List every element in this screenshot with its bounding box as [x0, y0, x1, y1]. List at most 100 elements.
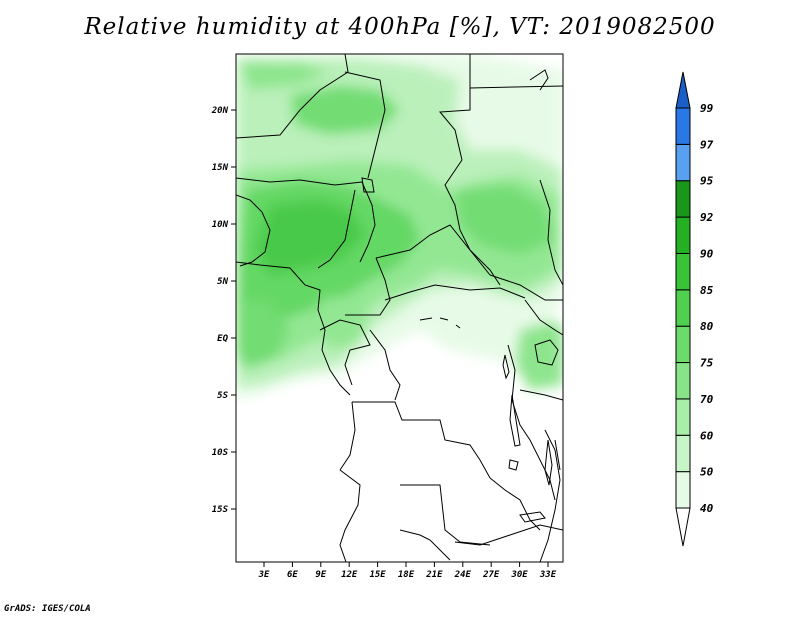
colorbar-label: 60	[700, 429, 714, 442]
lon-tick-label: 12E	[341, 570, 358, 580]
border-egypt-sudan	[469, 85, 563, 89]
map-title: Relative humidity at 400hPa [%], VT: 201…	[84, 14, 716, 40]
border-chad-sudan	[444, 159, 491, 276]
border-zambia-drc	[489, 477, 541, 531]
lon-tick-label: 18E	[398, 570, 415, 580]
border-namibia-botswana	[399, 529, 451, 561]
lake-kivu	[502, 354, 510, 380]
border-libya-niger-chad	[236, 54, 349, 139]
border-angola-namibia	[339, 469, 361, 562]
colorbar-lower-arrow	[675, 507, 691, 547]
lon-tick-label: 15E	[369, 570, 386, 580]
border-car-cameroon	[345, 257, 391, 316]
lake-kariba	[519, 511, 546, 523]
border-gabon-congo	[319, 319, 371, 386]
border-south-sudan	[489, 274, 563, 301]
colorbar-label: 70	[700, 393, 714, 406]
lat-tick-label: 5N	[217, 277, 228, 287]
border-east-lakes	[507, 344, 556, 501]
border-sudan-ethiopia	[539, 179, 563, 286]
map-frame	[235, 53, 564, 563]
coast-gulf-of-guinea	[236, 261, 351, 396]
sinai-coast	[529, 69, 549, 91]
humidity-contour-85	[255, 200, 365, 275]
lake-malawi	[544, 439, 553, 486]
colorbar-swatch	[675, 398, 691, 436]
border-west-africa	[236, 194, 271, 267]
border-algeria-libya	[344, 71, 386, 179]
lakes	[361, 69, 559, 523]
colorbar-swatch	[675, 180, 691, 218]
colorbar-label: 92	[700, 211, 714, 224]
lat-tick-label: EQ	[217, 334, 228, 344]
humidity-contour-70-northwest	[240, 60, 330, 90]
lon-tick-label: 30E	[510, 570, 528, 580]
humidity-contour-85-east	[455, 185, 555, 255]
lat-tick-label: 20N	[211, 106, 229, 116]
colorbar-label: 95	[700, 175, 714, 188]
credit-text: GrADS: IGES/COLA	[4, 604, 91, 614]
colorbar-swatch	[675, 143, 691, 182]
lat-tick-label: 15N	[212, 163, 229, 173]
border-libya-egypt	[438, 54, 471, 161]
longitude-axis: 3E 6E 9E 12E 15E 18E 21E 24E 27E 30E 33E	[258, 562, 557, 580]
humidity-contour-70-east	[515, 320, 563, 390]
border-car-sudan	[375, 224, 501, 286]
border-mozambique-malawi	[554, 439, 561, 471]
lon-tick-label: 27E	[482, 570, 500, 580]
lon-tick-label: 33E	[539, 570, 557, 580]
colorbar-swatch	[675, 289, 691, 327]
lon-tick-label: 21E	[425, 570, 443, 580]
border-car-drc	[384, 284, 526, 301]
humidity-contour-60-gabon	[236, 300, 290, 370]
lat-tick-label: 5S	[217, 391, 228, 401]
colorbar-swatch	[675, 362, 691, 400]
colorbar-label: 97	[700, 138, 714, 151]
border-nigeria-cameroon	[317, 189, 356, 269]
border-tanzania	[519, 389, 563, 401]
border-angola-zambia	[400, 484, 491, 546]
border-uganda-kenya	[524, 299, 563, 336]
border-niger-nigeria	[236, 177, 363, 186]
humidity-field	[236, 54, 563, 400]
lat-tick-label: 15S	[212, 505, 229, 515]
border-congo-drc	[369, 329, 401, 401]
colorbar-label: 99	[700, 102, 714, 115]
colorbar: 40 50 60 70 75 80 85 90 92 95 97 99	[675, 71, 714, 547]
lon-tick-label: 3E	[258, 570, 270, 580]
lon-tick-label: 6E	[287, 570, 298, 580]
colorbar-swatch	[675, 216, 691, 254]
colorbar-swatch	[675, 434, 691, 473]
lat-tick-label: 10N	[212, 220, 229, 230]
colorbar-label: 90	[700, 247, 714, 260]
border-angola-coast	[339, 401, 356, 471]
colorbar-swatch	[675, 252, 691, 291]
colorbar-label: 85	[700, 284, 714, 297]
lake-fragment-3	[455, 324, 461, 329]
humidity-contour-80-north	[290, 85, 400, 135]
border-zambia-zimbabwe	[454, 524, 563, 546]
lake-mweru	[508, 459, 519, 471]
colorbar-swatch	[675, 107, 691, 145]
latitude-axis: 20N 15N 10N 5N EQ 5S 10S 15S	[211, 106, 236, 515]
humidity-contour-60-center	[315, 295, 370, 350]
lake-tanganyika	[509, 394, 521, 447]
colorbar-upper-arrow	[675, 71, 691, 109]
lon-tick-label: 24E	[454, 570, 472, 580]
lake-fragment-2	[439, 317, 449, 321]
border-drc-angola	[352, 401, 491, 479]
country-borders	[236, 54, 563, 562]
colorbar-label: 40	[700, 502, 714, 515]
lake-chad	[361, 177, 375, 193]
border-chad-cameroon	[359, 181, 376, 263]
colorbar-swatch	[675, 471, 691, 509]
colorbar-label: 75	[700, 357, 714, 370]
lat-tick-label: 10S	[212, 448, 229, 458]
lon-tick-label: 9E	[315, 570, 326, 580]
colorbar-swatch	[675, 325, 691, 364]
lake-victoria	[534, 339, 559, 366]
lake-fragment-1	[419, 317, 433, 321]
colorbar-label: 50	[700, 466, 714, 479]
colorbar-label: 80	[700, 320, 714, 333]
